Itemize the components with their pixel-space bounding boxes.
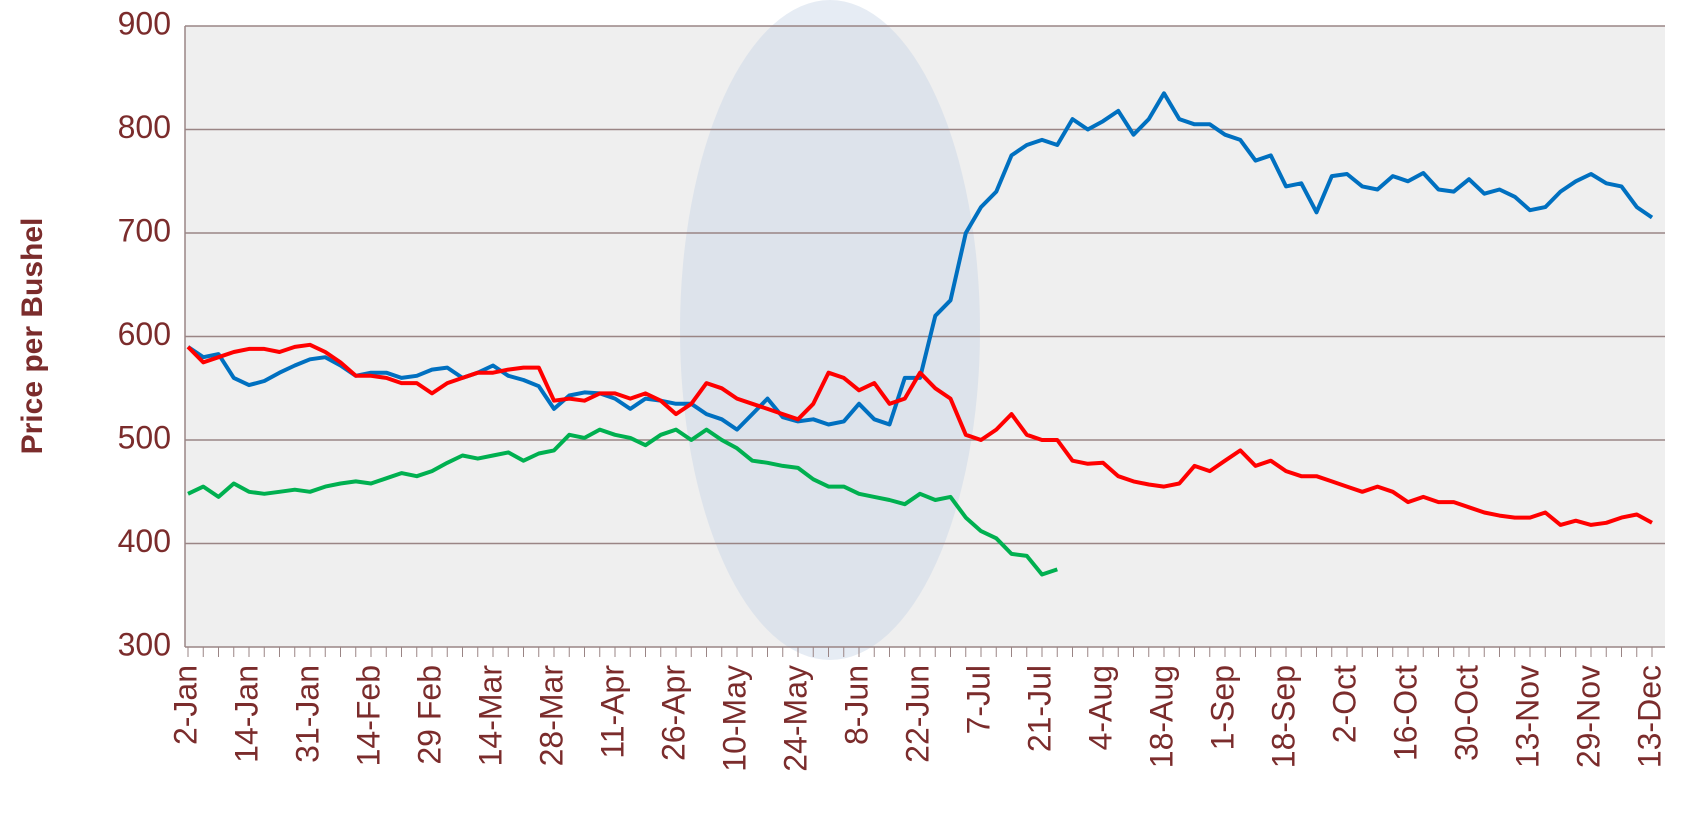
x-tick-label: 29 Feb — [411, 665, 447, 765]
y-tick-label: 800 — [118, 109, 171, 145]
x-tick-label: 2-Jan — [167, 665, 203, 745]
y-axis-label: Price per Bushel — [16, 218, 49, 455]
x-tick-label: 26-Apr — [655, 665, 691, 761]
line-series — [187, 427, 1058, 577]
x-tick-label: 28-Mar — [533, 665, 569, 767]
x-tick-label: 14-Mar — [472, 665, 508, 767]
y-tick-label: 700 — [118, 212, 171, 248]
x-tick-label: 18-Aug — [1143, 665, 1179, 768]
x-tick-label: 13-Nov — [1509, 665, 1545, 768]
y-tick-label: 600 — [118, 316, 171, 352]
x-tick-label: 8-Jun — [838, 665, 874, 745]
y-tick-label: 900 — [118, 5, 171, 41]
line-series — [186, 91, 1654, 432]
x-tick-label: 1-Sep — [1204, 665, 1240, 750]
x-tick-label: 22-Jun — [899, 665, 935, 763]
x-tick-label: 29-Nov — [1570, 665, 1606, 768]
x-tick-label: 11-Apr — [594, 665, 630, 759]
x-tick-label: 7-Jul — [960, 665, 996, 734]
x-tick-label: 10-May — [716, 665, 752, 772]
x-tick-label: 13-Dec — [1631, 665, 1667, 768]
x-tick-label: 14-Feb — [350, 665, 386, 766]
y-tick-label: 300 — [118, 626, 171, 662]
x-tick-label: 24-May — [777, 665, 813, 772]
x-tick-label: 18-Sep — [1265, 665, 1301, 768]
x-tick-label: 4-Aug — [1082, 665, 1118, 750]
y-tick-label: 400 — [118, 523, 171, 559]
x-tick-label: 30-Oct — [1448, 665, 1484, 761]
x-tick-label: 16-Oct — [1387, 665, 1423, 761]
x-tick-label: 2-Oct — [1326, 665, 1362, 743]
x-tick-label: 14-Jan — [228, 665, 264, 763]
x-tick-label: 31-Jan — [289, 665, 325, 763]
line-series — [186, 342, 1653, 527]
watermark — [680, 0, 980, 660]
x-tick-label: 21-Jul — [1021, 665, 1057, 752]
y-tick-label: 500 — [118, 419, 171, 455]
